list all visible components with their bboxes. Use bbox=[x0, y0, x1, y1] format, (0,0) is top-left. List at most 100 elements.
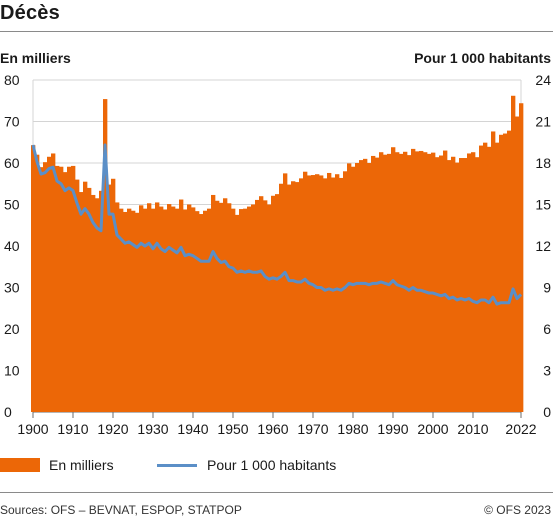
bar-1904 bbox=[47, 156, 52, 412]
bar-1918 bbox=[103, 99, 108, 412]
bar-1996 bbox=[415, 151, 420, 412]
bar-1951 bbox=[235, 214, 240, 413]
bar-1975 bbox=[331, 177, 336, 412]
x-axis-ticks: 1900 1910 1920 1930 1940 1950 1960 1970 1980 1990… bbox=[17, 412, 537, 437]
bar-2013 bbox=[483, 142, 488, 412]
bar-1976 bbox=[335, 174, 340, 412]
bar-1959 bbox=[267, 204, 272, 412]
bar-1949 bbox=[227, 203, 232, 412]
right-tick-label: 24 bbox=[535, 72, 551, 88]
bar-1994 bbox=[407, 155, 412, 412]
bar-1963 bbox=[283, 173, 288, 413]
bar-1970 bbox=[311, 175, 316, 412]
bar-1943 bbox=[203, 210, 208, 412]
bar-2018 bbox=[503, 133, 508, 413]
bar-1910 bbox=[71, 165, 76, 412]
x-tick-label: 1900 bbox=[17, 421, 48, 437]
bar-1919 bbox=[107, 184, 112, 412]
bar-1905 bbox=[51, 153, 56, 412]
left-axis-ticks: 0 10 20 30 40 50 60 70 80 bbox=[4, 72, 20, 420]
title-divider bbox=[0, 31, 553, 32]
x-tick-label: 1950 bbox=[217, 421, 248, 437]
legend-swatch-bars bbox=[0, 458, 40, 472]
bar-2014 bbox=[487, 146, 492, 412]
bar-2006 bbox=[455, 162, 460, 412]
right-tick-label: 18 bbox=[535, 155, 551, 171]
bar-2008 bbox=[463, 158, 468, 412]
bar-1981 bbox=[355, 163, 360, 412]
rate-line bbox=[31, 143, 523, 306]
bar-1952 bbox=[239, 209, 244, 412]
bar-1955 bbox=[251, 204, 256, 412]
bar-2019 bbox=[507, 130, 512, 412]
bar-1913 bbox=[83, 181, 88, 412]
bar-1950 bbox=[231, 208, 236, 412]
bar-1908 bbox=[63, 172, 68, 412]
bar-1999 bbox=[427, 153, 432, 412]
bar-1911 bbox=[75, 179, 80, 412]
bar-1938 bbox=[183, 209, 188, 412]
bar-1912 bbox=[79, 192, 84, 412]
bar-1977 bbox=[339, 177, 344, 412]
x-tick-label: 1920 bbox=[97, 421, 128, 437]
chart-area: 0 10 20 30 40 50 60 70 80 0 3 6 9 12 15 18 21 24 1900 191… bbox=[4, 72, 551, 437]
bar-1926 bbox=[135, 212, 140, 412]
bar-1974 bbox=[327, 172, 332, 412]
bar-1928 bbox=[143, 208, 148, 412]
bar-1932 bbox=[159, 206, 164, 412]
bar-1921 bbox=[115, 202, 120, 412]
copyright: © OFS 2023 bbox=[484, 503, 551, 517]
bar-1937 bbox=[179, 199, 184, 412]
bars-series bbox=[31, 95, 524, 413]
left-tick-label: 20 bbox=[4, 321, 20, 337]
x-tick-label: 2010 bbox=[457, 421, 488, 437]
bar-1961 bbox=[275, 194, 280, 413]
bar-1979 bbox=[347, 163, 352, 412]
bar-1966 bbox=[295, 182, 300, 412]
left-axis-unit: En milliers bbox=[0, 50, 71, 66]
bar-1948 bbox=[223, 198, 228, 412]
x-tick-label: 1910 bbox=[57, 421, 88, 437]
bar-2000 bbox=[431, 152, 436, 413]
bar-2016 bbox=[495, 142, 500, 412]
bar-1930 bbox=[151, 208, 156, 412]
bar-1941 bbox=[195, 211, 200, 412]
bar-2012 bbox=[479, 145, 484, 412]
x-tick-label: 1970 bbox=[297, 421, 328, 437]
left-tick-label: 30 bbox=[4, 280, 20, 296]
bar-1972 bbox=[319, 175, 324, 412]
bar-1923 bbox=[123, 211, 128, 412]
bar-1915 bbox=[91, 194, 96, 412]
bar-1980 bbox=[351, 166, 356, 412]
right-axis-unit: Pour 1 000 habitants bbox=[414, 50, 551, 66]
bar-1978 bbox=[343, 171, 348, 412]
bar-1924 bbox=[127, 208, 132, 412]
bar-1960 bbox=[271, 195, 276, 412]
bar-1909 bbox=[67, 166, 72, 412]
bar-1954 bbox=[247, 206, 252, 412]
bar-1965 bbox=[291, 181, 296, 412]
bar-1935 bbox=[171, 206, 176, 412]
chart-title: Décès bbox=[0, 2, 60, 24]
right-tick-label: 0 bbox=[543, 404, 551, 420]
x-tick-label: 2000 bbox=[417, 421, 448, 437]
bar-1920 bbox=[111, 178, 116, 412]
bar-1967 bbox=[299, 178, 304, 412]
left-tick-label: 50 bbox=[4, 197, 20, 213]
right-tick-label: 9 bbox=[543, 280, 551, 296]
right-tick-label: 12 bbox=[535, 238, 551, 254]
bar-1902 bbox=[39, 167, 44, 412]
bar-2003 bbox=[443, 150, 448, 413]
footer-divider bbox=[0, 492, 553, 493]
bar-2010 bbox=[471, 152, 476, 412]
bar-1903 bbox=[43, 162, 48, 412]
bar-1934 bbox=[167, 204, 172, 412]
bar-2009 bbox=[467, 153, 472, 412]
x-tick-label: 1940 bbox=[177, 421, 208, 437]
right-axis-ticks: 0 3 6 9 12 15 18 21 24 bbox=[535, 72, 551, 420]
bar-1906 bbox=[55, 165, 60, 412]
bar-1946 bbox=[215, 200, 220, 412]
legend-label-bars: En milliers bbox=[49, 457, 114, 473]
bar-1939 bbox=[187, 204, 192, 412]
legend-label-line: Pour 1 000 habitants bbox=[207, 457, 337, 473]
